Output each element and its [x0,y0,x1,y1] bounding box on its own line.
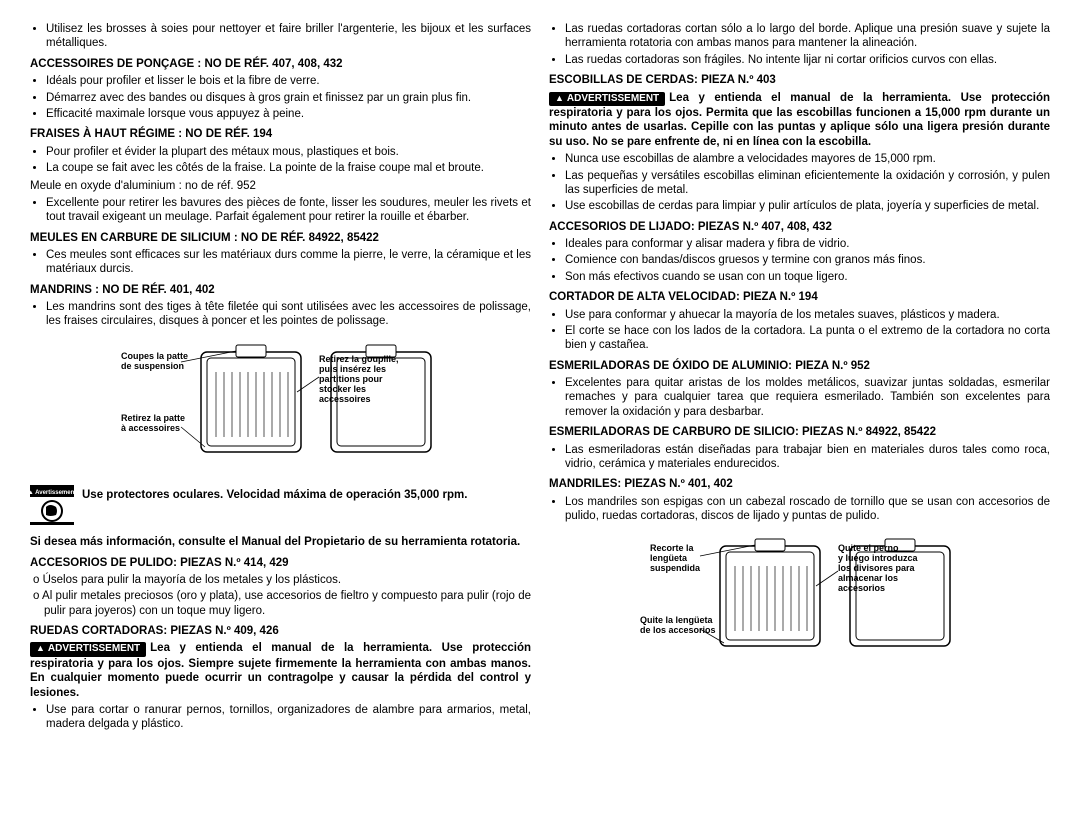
warning-badge-icon: ADVERTISSEMENT [549,92,665,107]
list-item: Use para conformar y ahuecar la mayoría … [565,308,1050,322]
svg-text:Recorte la: Recorte la [650,543,695,553]
list-item: Los mandriles son espigas con un cabezal… [565,495,1050,524]
svg-text:accesorios: accesorios [838,583,885,593]
warning-badge-icon: ADVERTISSEMENT [30,642,146,657]
left-column: Utilisez les brosses à soies pour nettoy… [30,20,531,736]
bullet-list: Ideales para conformar y alisar madera y… [549,237,1050,284]
section-heading: CORTADOR DE ALTA VELOCIDAD: PIEZA N.º 19… [549,290,1050,304]
list-item: Las pequeñas y versátiles escobillas eli… [565,169,1050,198]
svg-text:à accessoires: à accessoires [121,423,180,433]
section-heading: MEULES EN CARBURE DE SILICIUM : NO DE RÉ… [30,231,531,245]
list-item-o: Al pulir metales preciosos (oro y plata)… [30,589,531,618]
warning-text: Use protectores oculares. Velocidad máxi… [82,488,467,502]
bullet-list: Use para cortar o ranurar pernos, tornil… [30,703,531,732]
warning-paragraph: ADVERTISSEMENTLea y entienda el manual d… [30,641,531,700]
warning-block: ▲ Avertissement Use protectores oculares… [30,485,531,529]
document-page: Utilisez les brosses à soies pour nettoy… [30,20,1050,736]
storage-diagram: Recorte la lengüeta suspendida Quite la … [549,531,1050,671]
svg-text:de suspension: de suspension [121,361,184,371]
list-item: Comience con bandas/discos gruesos y ter… [565,253,1050,267]
bullet-list: Las ruedas cortadoras cortan sólo a lo l… [549,22,1050,67]
list-item: Son más efectivos cuando se usan con un … [565,270,1050,284]
section-heading: ESMERILADORAS DE CARBURO DE SILICIO: PIE… [549,425,1050,439]
svg-text:stocker les: stocker les [319,384,366,394]
svg-text:lengüeta: lengüeta [650,553,688,563]
warning-paragraph: ADVERTISSEMENTLea y entienda el manual d… [549,91,1050,150]
bullet-list: Excelentes para quitar aristas de los mo… [549,376,1050,419]
list-item: Use para cortar o ranurar pernos, tornil… [46,703,531,732]
list-item: La coupe se fait avec les côtés de la fr… [46,161,531,175]
svg-text:Quite la lengüeta: Quite la lengüeta [640,615,714,625]
list-item: El corte se hace con los lados de la cor… [565,324,1050,353]
svg-text:almacenar los: almacenar los [838,573,898,583]
section-heading: ACCESORIOS DE PULIDO: PIEZAS N.º 414, 42… [30,556,531,570]
list-item: Las ruedas cortadoras cortan sólo a lo l… [565,22,1050,51]
section-heading: MANDRILES: PIEZAS N.º 401, 402 [549,477,1050,491]
svg-text:y luego introduzca: y luego introduzca [838,553,919,563]
section-heading: FRAISES À HAUT RÉGIME : NO DE RÉF. 194 [30,127,531,141]
list-item: Pour profiler et évider la plupart des m… [46,145,531,159]
svg-text:puis insérez les: puis insérez les [319,364,386,374]
list-item: Utilisez les brosses à soies pour nettoy… [46,22,531,51]
callout-text: Coupes la patte [121,351,188,361]
section-heading: ACCESSOIRES DE PONÇAGE : NO DE RÉF. 407,… [30,57,531,71]
bullet-list: Use para conformar y ahuecar la mayoría … [549,308,1050,353]
list-item: Ideales para conformar y alisar madera y… [565,237,1050,251]
bullet-list: Pour profiler et évider la plupart des m… [30,145,531,176]
list-item: Ces meules sont efficaces sur les matéri… [46,248,531,277]
svg-text:suspendida: suspendida [650,563,701,573]
list-item: Efficacité maximale lorsque vous appuyez… [46,107,531,121]
list-item: Use escobillas de cerdas para limpiar y … [565,199,1050,213]
paragraph-bold: Si desea más información, consulte el Ma… [30,535,531,549]
svg-text:accessoires: accessoires [319,394,371,404]
bullet-list: Excellente pour retirer les bavures des … [30,196,531,225]
bullet-list: Las esmeriladoras están diseñadas para t… [549,443,1050,472]
svg-text:los divisores para: los divisores para [838,563,916,573]
list-item: Idéals pour profiler et lisser le bois e… [46,74,531,88]
list-item: Las ruedas cortadoras son frágiles. No i… [565,53,1050,67]
bullet-list: Los mandriles son espigas con un cabezal… [549,495,1050,524]
warning-icon: ▲ Avertissement [30,485,74,529]
list-item-o: Úselos para pulir la mayoría de los meta… [30,573,531,587]
list-item: Las esmeriladoras están diseñadas para t… [565,443,1050,472]
list-item: Démarrez avec des bandes ou disques à gr… [46,91,531,105]
section-heading: ESMERILADORAS DE ÓXIDO DE ALUMINIO: PIEZ… [549,359,1050,373]
bullet-list: Idéals pour profiler et lisser le bois e… [30,74,531,121]
section-heading: RUEDAS CORTADORAS: PIEZAS N.º 409, 426 [30,624,531,638]
list-item: Excellente pour retirer les bavures des … [46,196,531,225]
list-item: Les mandrins sont des tiges à tête filet… [46,300,531,329]
list-item: Nunca use escobillas de alambre a veloci… [565,152,1050,166]
storage-diagram: Coupes la patte de suspension Retirez la… [30,337,531,477]
svg-text:de los accesorios: de los accesorios [640,625,716,635]
section-heading: ESCOBILLAS DE CERDAS: PIEZA N.º 403 [549,73,1050,87]
svg-text:partitions pour: partitions pour [319,374,383,384]
bullet-list: Utilisez les brosses à soies pour nettoy… [30,22,531,51]
right-column: Las ruedas cortadoras cortan sólo a lo l… [549,20,1050,736]
svg-text:Retirez la goupille,: Retirez la goupille, [319,354,399,364]
bullet-list: Les mandrins sont des tiges à tête filet… [30,300,531,329]
section-heading: ACCESORIOS DE LIJADO: PIEZAS N.º 407, 40… [549,220,1050,234]
svg-text:Quite el perno: Quite el perno [838,543,899,553]
list-item: Excelentes para quitar aristas de los mo… [565,376,1050,419]
bullet-list: Ces meules sont efficaces sur les matéri… [30,248,531,277]
bullet-list: Nunca use escobillas de alambre a veloci… [549,152,1050,214]
svg-text:▲ Avertissement: ▲ Avertissement [30,490,74,496]
svg-text:Retirez la patte: Retirez la patte [121,413,185,423]
section-heading: MANDRINS : NO DE RÉF. 401, 402 [30,283,531,297]
paragraph: Meule en oxyde d'aluminium : no de réf. … [30,179,531,193]
